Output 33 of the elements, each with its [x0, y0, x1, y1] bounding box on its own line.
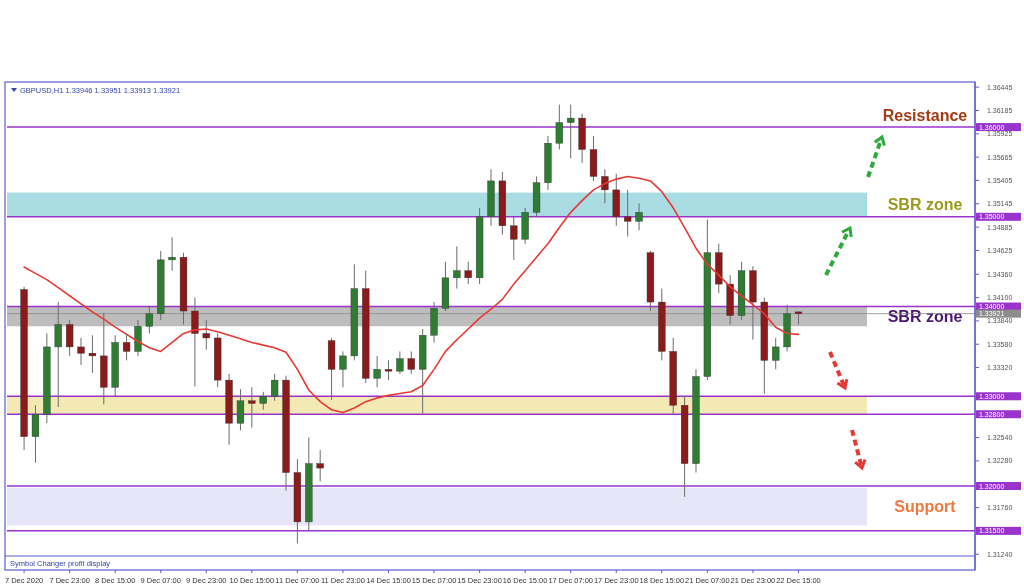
band-label: Support — [894, 498, 957, 516]
candlestick — [624, 189, 632, 238]
candlestick — [66, 319, 74, 357]
annotation: Resistance — [882, 106, 968, 124]
candlestick — [772, 337, 780, 370]
candlestick — [31, 404, 40, 464]
candlestick — [191, 297, 199, 387]
candlestick — [396, 350, 404, 375]
band-label: SBR zone — [887, 307, 963, 325]
candlestick — [555, 104, 563, 151]
candlestick — [88, 334, 97, 374]
candlestick — [54, 301, 62, 408]
candlestick — [202, 319, 210, 351]
candlestick — [339, 350, 347, 388]
candlestick — [453, 245, 461, 290]
candlestick — [248, 386, 256, 429]
candlestick — [168, 236, 176, 272]
candlestick — [384, 359, 393, 381]
candlestick — [271, 373, 279, 402]
candlestick — [464, 261, 472, 285]
candlestick — [236, 388, 245, 431]
candlestick — [77, 337, 85, 366]
candlestick — [407, 350, 415, 375]
candlestick — [601, 168, 609, 204]
candlestick — [373, 355, 381, 388]
candlestick — [635, 202, 643, 231]
candlestick — [122, 334, 131, 361]
candlestick — [145, 306, 153, 334]
band-label: SBR zone — [887, 196, 963, 214]
candlestick — [316, 449, 324, 483]
line-series — [23, 175, 800, 414]
candlestick — [510, 216, 518, 261]
candlestick — [567, 104, 575, 159]
